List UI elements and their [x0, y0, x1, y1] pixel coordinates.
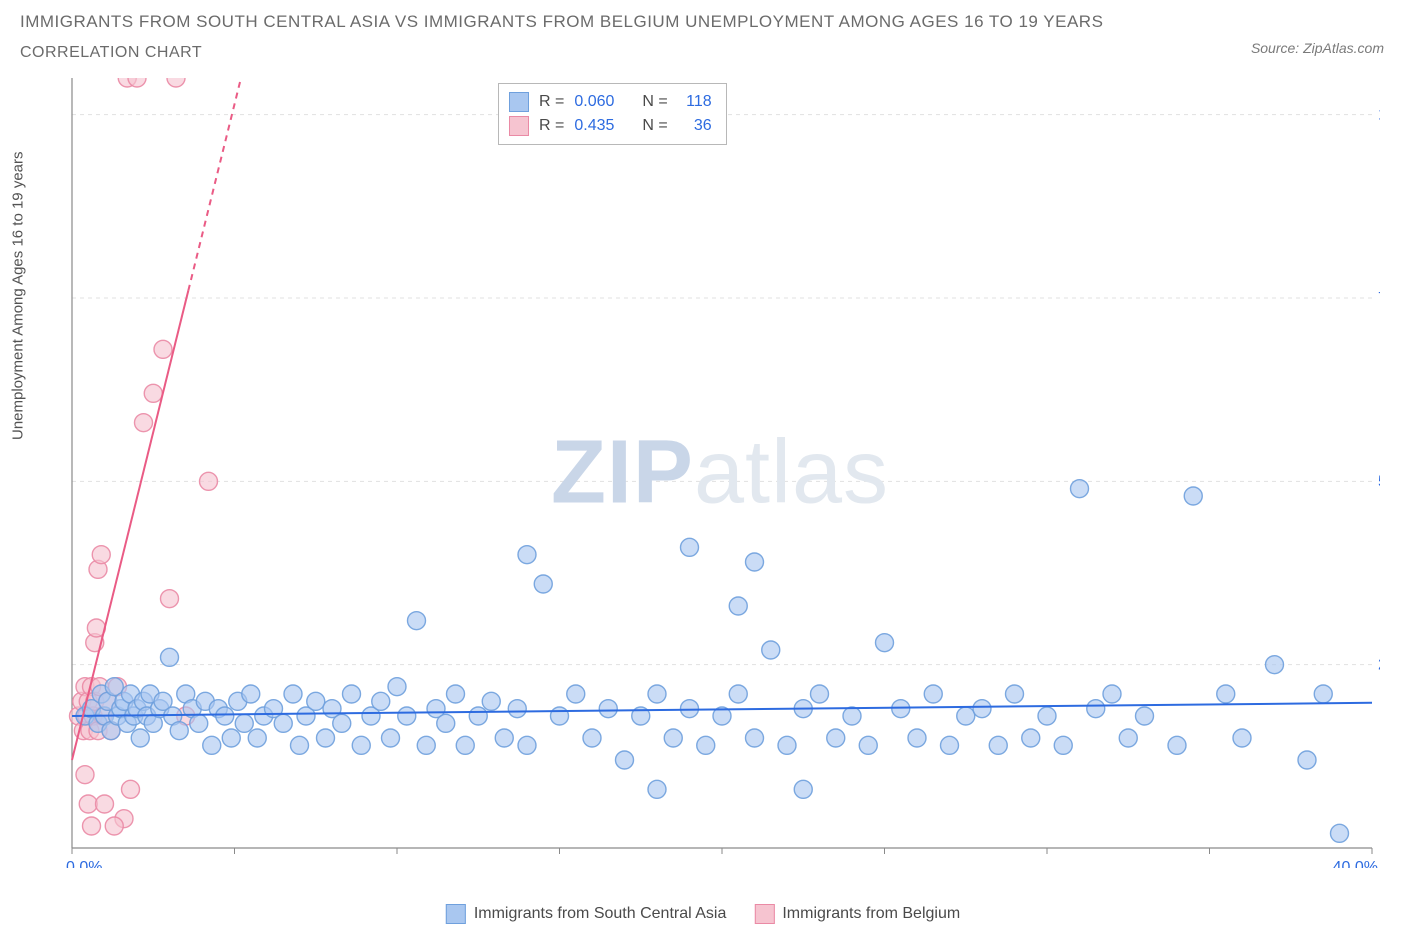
stat-n-value: 118: [678, 93, 712, 111]
stat-r-value: 0.435: [574, 117, 632, 135]
legend-item: Immigrants from South Central Asia: [446, 904, 727, 924]
stats-legend: R = 0.060 N = 118 R = 0.435 N = 36: [498, 83, 727, 145]
stats-legend-row: R = 0.060 N = 118: [509, 90, 712, 114]
stat-r-label: R =: [539, 117, 564, 135]
svg-text:100.0%: 100.0%: [1378, 107, 1380, 124]
legend-label: Immigrants from Belgium: [782, 905, 960, 923]
stats-legend-row: R = 0.435 N = 36: [509, 114, 712, 138]
stat-n-label: N =: [642, 117, 667, 135]
chart-subtitle: CORRELATION CHART: [20, 44, 1386, 62]
scatter-plot: 0.0%40.0%25.0%50.0%75.0%100.0% ZIPatlas …: [60, 78, 1380, 868]
stat-n-value: 36: [678, 117, 712, 135]
source-attribution: Source: ZipAtlas.com: [1251, 40, 1384, 56]
y-axis-label: Unemployment Among Ages 16 to 19 years: [10, 151, 27, 440]
svg-text:75.0%: 75.0%: [1378, 290, 1380, 307]
legend-swatch: [754, 904, 774, 924]
svg-text:0.0%: 0.0%: [66, 859, 102, 868]
stat-r-label: R =: [539, 93, 564, 111]
legend-swatch: [509, 92, 529, 112]
legend-item: Immigrants from Belgium: [754, 904, 960, 924]
stat-r-value: 0.060: [574, 93, 632, 111]
legend-swatch: [509, 116, 529, 136]
svg-text:50.0%: 50.0%: [1378, 473, 1380, 490]
series-legend: Immigrants from South Central Asia Immigr…: [446, 904, 960, 924]
chart-title: IMMIGRANTS FROM SOUTH CENTRAL ASIA VS IM…: [20, 12, 1386, 32]
stat-n-label: N =: [642, 93, 667, 111]
legend-swatch: [446, 904, 466, 924]
svg-text:25.0%: 25.0%: [1378, 657, 1380, 674]
legend-label: Immigrants from South Central Asia: [474, 905, 727, 923]
svg-text:40.0%: 40.0%: [1333, 859, 1378, 868]
